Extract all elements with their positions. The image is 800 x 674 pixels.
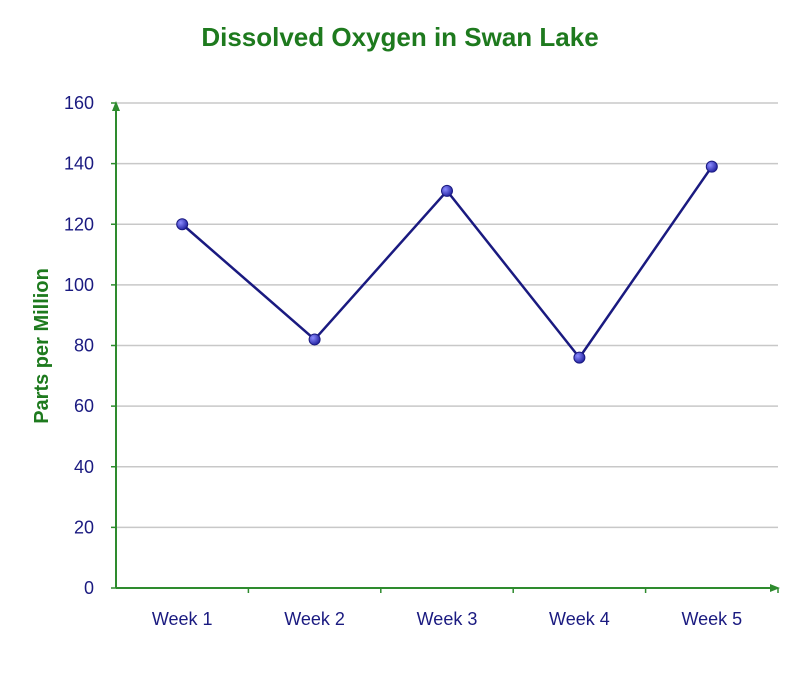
data-series [176,160,718,364]
y-axis-tick-labels: 0 20 40 60 80 100 120 140 160 [64,93,94,598]
gridlines [116,102,778,529]
y-tick-label: 40 [74,457,94,477]
y-tick-label: 20 [74,517,94,537]
data-point [705,160,718,173]
x-tick-label: Week 4 [549,609,610,629]
x-tick-label: Week 5 [681,609,742,629]
y-tick-label: 160 [64,93,94,113]
y-tick-label: 100 [64,275,94,295]
data-point [441,184,453,197]
axes [111,101,780,593]
y-axis-label: Parts per Million [31,268,53,424]
y-axis-arrow [112,101,120,111]
chart-title: Dissolved Oxygen in Swan Lake [201,22,598,52]
y-tick-label: 60 [74,396,94,416]
x-axis-arrow [770,584,780,592]
y-tick-label: 0 [84,578,94,598]
x-axis-tick-labels: Week 1 Week 2 Week 3 Week 4 Week 5 [152,609,742,629]
x-tick-label: Week 2 [284,609,345,629]
data-point [176,218,189,231]
y-tick-label: 80 [74,336,94,356]
y-tick-label: 120 [64,214,94,234]
data-point [573,351,586,364]
y-tick-label: 140 [64,154,94,174]
data-point [308,333,321,346]
x-tick-label: Week 1 [152,609,213,629]
x-tick-label: Week 3 [417,609,478,629]
